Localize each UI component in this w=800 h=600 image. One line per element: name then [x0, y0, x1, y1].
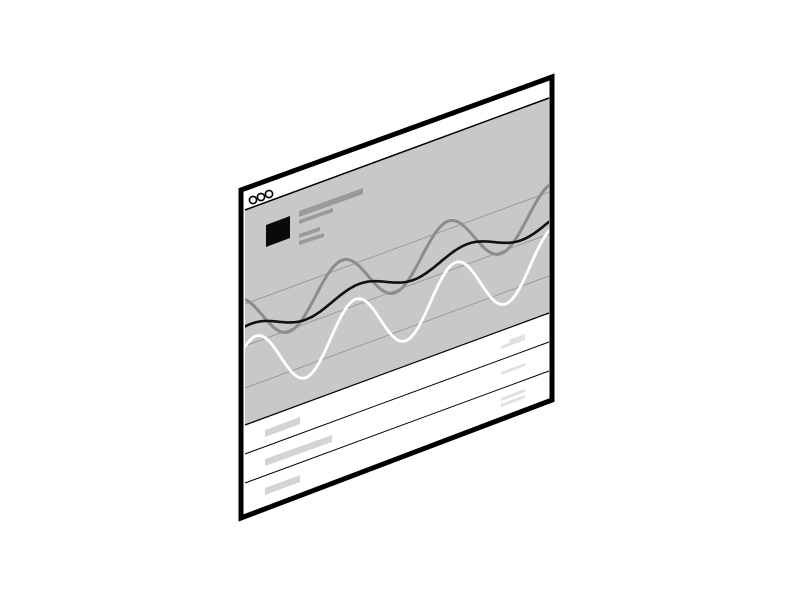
close-dot-icon[interactable]: [248, 195, 258, 205]
value-placeholder: [501, 337, 525, 349]
header-text-placeholders: [299, 188, 363, 245]
minimize-dot-icon[interactable]: [256, 192, 266, 202]
avatar-icon: [266, 216, 290, 247]
value-placeholder: [501, 389, 525, 401]
gridline: [244, 191, 550, 305]
maximize-dot-icon[interactable]: [264, 189, 274, 199]
series-line-highlight: [245, 229, 549, 380]
title-placeholder: [299, 188, 363, 217]
gridline: [244, 275, 550, 389]
value-placeholder: [501, 363, 525, 375]
subtitle-placeholder: [299, 208, 333, 224]
meta-placeholder-1: [299, 227, 320, 238]
title-bar-divider: [244, 97, 550, 211]
value-placeholder: [501, 395, 525, 407]
table-row-label: [265, 435, 332, 466]
chart-lines: [245, 183, 549, 380]
table-divider: [244, 341, 550, 455]
panel-right-placeholders: [501, 334, 525, 407]
table-row-label: [265, 475, 300, 495]
data-table: [244, 312, 550, 495]
value-placeholder: [509, 334, 525, 343]
window-controls: [248, 189, 274, 205]
window-frame: [238, 73, 555, 522]
meta-placeholder-2: [299, 233, 324, 245]
chart-panel: [245, 98, 549, 425]
table-divider: [244, 370, 550, 484]
series-line-primary: [245, 220, 549, 328]
table-divider: [244, 312, 550, 426]
series-line-secondary: [245, 183, 549, 334]
table-row-label: [265, 417, 300, 437]
